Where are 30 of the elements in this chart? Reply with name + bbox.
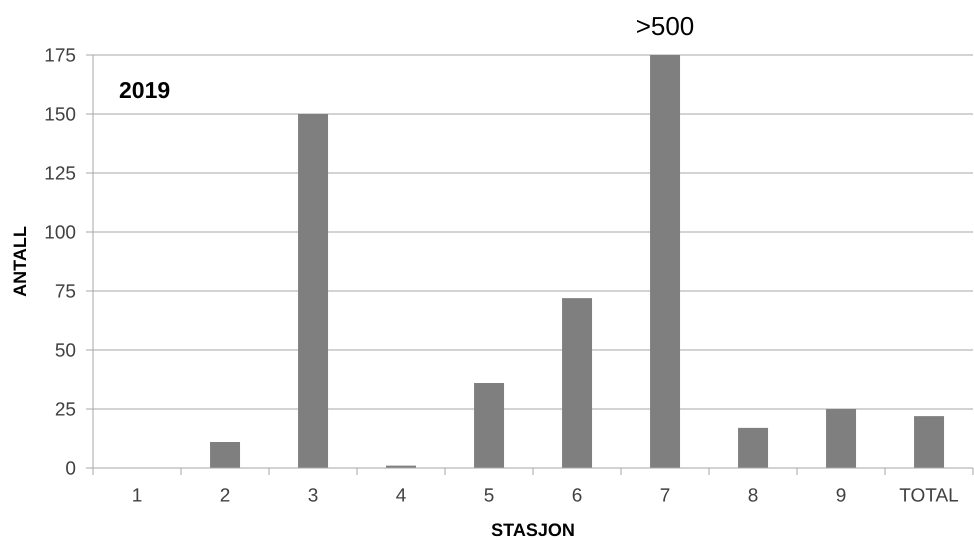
- x-tick-label: 1: [132, 485, 142, 506]
- bar: [210, 442, 240, 468]
- annotation: >500: [636, 11, 694, 41]
- bar: [298, 114, 328, 468]
- x-tick-label: 3: [308, 485, 318, 506]
- x-tick-label: 9: [836, 485, 846, 506]
- x-tick-label: 8: [748, 485, 758, 506]
- bar: [474, 383, 504, 468]
- x-tick-label: TOTAL: [899, 485, 959, 506]
- annotation: 2019: [119, 77, 170, 103]
- y-tick-label: 75: [54, 282, 76, 303]
- y-axis-title: ANTALL: [10, 226, 30, 297]
- bar: [650, 55, 680, 468]
- x-axis-title: STASJON: [491, 520, 575, 540]
- y-tick-label: 50: [54, 340, 76, 362]
- bar: [738, 428, 768, 468]
- y-tick-label: 125: [44, 164, 76, 185]
- bar: [826, 409, 856, 468]
- y-tick-label: 25: [54, 400, 76, 421]
- bar: [562, 298, 592, 468]
- x-tick-label: 2: [220, 485, 230, 506]
- x-tick-label: 4: [396, 485, 407, 506]
- x-tick-label: 6: [572, 485, 582, 506]
- y-tick-label: 100: [44, 222, 76, 244]
- y-tick-label: 0: [65, 458, 76, 480]
- y-tick-label: 150: [44, 104, 76, 126]
- y-tick-label: 175: [44, 46, 76, 67]
- x-tick-label: 5: [484, 485, 494, 506]
- bar: [914, 416, 944, 468]
- x-tick-label: 7: [660, 485, 670, 506]
